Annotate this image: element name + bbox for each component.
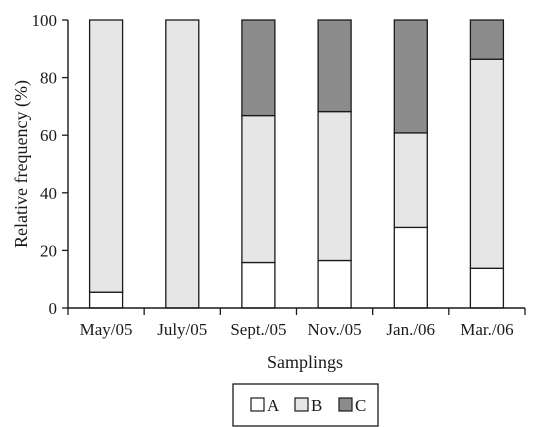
legend-frame [232,383,379,427]
x-tick-label: Sept./05 [230,320,286,339]
legend-swatch-c [338,397,353,412]
bar-segment-a-5 [393,226,428,309]
y-tick-label: 80 [40,69,57,88]
y-tick-label: 60 [40,126,57,145]
x-tick-label: Mar./06 [460,320,513,339]
legend-label-c: C [355,396,366,415]
y-axis-title: Relative frequency (%) [11,80,32,248]
bar-segment-a-1 [88,291,124,309]
bars-layer [88,19,505,309]
bar-segment-c-4 [317,19,352,113]
legend-label-b: B [311,396,322,415]
y-tick-label: 20 [40,241,57,260]
x-axis-title: Samplings [267,352,343,372]
bar-segment-b-6 [469,58,505,269]
x-tick-label: July/05 [157,320,207,339]
x-tick-label: Jan./06 [386,320,435,339]
legend-label-a: A [267,396,280,415]
x-tick-label: Nov./05 [308,320,362,339]
bar-segment-b-5 [393,132,428,229]
bar-segment-c-6 [469,19,505,60]
y-tick-label: 100 [32,11,58,30]
bar-segment-b-4 [317,110,352,262]
bar-segment-b-3 [241,114,276,264]
legend-swatch-a [250,397,265,412]
x-tick-label: May/05 [80,320,133,339]
bar-segment-a-6 [469,267,505,309]
bar-segment-a-4 [317,259,352,309]
bar-segment-b-2 [165,19,200,309]
bar-segment-c-5 [393,19,428,134]
bar-segment-b-1 [88,19,124,293]
legend: A B C [232,383,379,427]
bar-segment-a-3 [241,261,276,309]
bar-segment-c-3 [241,19,276,117]
y-tick-label: 40 [40,184,57,203]
axes-layer [67,20,525,309]
y-tick-label: 0 [49,299,58,318]
legend-swatch-b [294,397,309,412]
ticks-layer: 0 20 40 60 80 100 May/05 July/05 Sept./05 Nov./05… [32,11,526,339]
